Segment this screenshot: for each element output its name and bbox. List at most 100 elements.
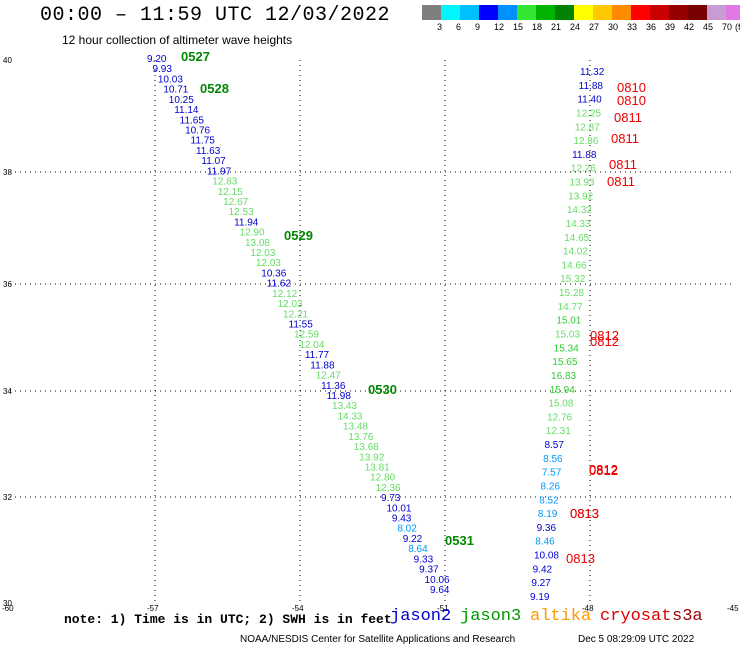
- swh-value: 13.76: [348, 432, 373, 443]
- footer-note: note: 1) Time is in UTC; 2) SWH is in fe…: [64, 612, 392, 627]
- pass-time-label: 0813: [566, 551, 595, 566]
- swh-value: 12.03: [278, 299, 303, 310]
- color-scale-label: 33: [627, 22, 638, 32]
- color-scale-label: 21: [551, 22, 562, 32]
- color-swatch: [460, 5, 479, 20]
- color-scale-label: 6: [456, 22, 462, 32]
- color-scale-label: 70: [722, 22, 733, 32]
- swh-value: 11.88: [579, 81, 604, 92]
- color-swatch: [707, 5, 726, 20]
- swh-value: 10.01: [386, 503, 411, 514]
- pass-time-label: 0812: [590, 334, 619, 349]
- swh-value: 9.64: [430, 585, 450, 596]
- swh-value: 10.03: [158, 74, 183, 85]
- generation-timestamp: Dec 5 08:29:09 UTC 2022: [578, 634, 695, 645]
- pass-time-label: 0529: [284, 228, 313, 243]
- swh-value: 11.88: [572, 150, 597, 161]
- swh-value: 8.26: [541, 481, 561, 492]
- swh-value: 13.93: [569, 178, 594, 189]
- color-scale-label: 12: [494, 22, 505, 32]
- swh-value: 11.07: [201, 156, 226, 167]
- pass-time-label: 0812: [589, 463, 618, 478]
- legend-entry: s3a: [672, 607, 703, 626]
- color-swatch: [726, 5, 740, 20]
- color-swatch: [688, 5, 707, 20]
- satellite-track-east: 11.32 11.88 11.40 12.25 12.87 12.86 11.88 12.26…: [530, 67, 646, 603]
- swh-value: 15.08: [548, 399, 573, 410]
- swh-value: 11.40: [577, 95, 602, 106]
- swh-value: 12.80: [370, 473, 395, 484]
- swh-value: 9.42: [533, 564, 553, 575]
- swh-value: 12.76: [547, 412, 572, 423]
- swh-value: 12.03: [256, 258, 281, 269]
- color-swatch: [555, 5, 574, 20]
- swh-value: 8.19: [538, 509, 558, 520]
- legend-entry: altika: [530, 607, 592, 626]
- swh-value: 13.92: [359, 452, 384, 463]
- color-scale-label: 18: [532, 22, 543, 32]
- color-swatch: [669, 5, 688, 20]
- color-scale-label: (ft): [735, 22, 740, 32]
- swh-value: 14.02: [563, 247, 588, 258]
- swh-value: 10.76: [185, 125, 210, 136]
- swh-value: 10.71: [163, 85, 188, 96]
- y-tick-label: 40: [3, 56, 12, 65]
- swh-value: 12.26: [571, 164, 596, 175]
- x-tick-label: -60: [2, 604, 14, 613]
- swh-value: 12.83: [212, 177, 237, 188]
- swh-value: 10.25: [169, 95, 194, 106]
- pass-time-label: 0813: [570, 506, 599, 521]
- swh-value: 13.68: [354, 442, 379, 453]
- swh-value: 12.90: [240, 228, 265, 239]
- swh-value: 14.66: [562, 260, 587, 271]
- swh-value: 9.73: [381, 493, 401, 504]
- credit-text: NOAA/NESDIS Center for Satellite Applica…: [240, 634, 516, 645]
- swh-value: 12.03: [250, 248, 275, 259]
- color-scale-label: 39: [665, 22, 676, 32]
- y-tick-label: 38: [3, 168, 12, 177]
- color-swatch: [593, 5, 612, 20]
- swh-value: 9.33: [414, 554, 434, 565]
- swh-value: 11.14: [174, 105, 199, 116]
- x-tick-label: -51: [437, 604, 449, 613]
- pass-time-label: 0811: [609, 157, 637, 172]
- swh-value: 11.65: [180, 115, 205, 126]
- y-tick-label: 32: [3, 493, 12, 502]
- pass-time-label: 0810: [617, 80, 646, 95]
- pass-time-label: 0813: [570, 506, 599, 521]
- legend-entry: cryosat: [600, 607, 672, 626]
- swh-value: 8.57: [544, 440, 564, 451]
- swh-value: 8.02: [397, 524, 417, 535]
- swh-value: 10.08: [534, 551, 559, 562]
- color-scale-label: 15: [513, 22, 524, 32]
- swh-value: 13.92: [568, 191, 593, 202]
- legend-entry: jason2: [390, 607, 452, 626]
- swh-value: 9.20: [147, 54, 167, 65]
- swh-value: 9.19: [530, 592, 550, 603]
- swh-value: 14.65: [564, 233, 589, 244]
- swh-value: 16.83: [551, 371, 576, 382]
- color-scale-label: 24: [570, 22, 581, 32]
- x-tick-label: -54: [292, 604, 304, 613]
- x-tick-label: -48: [582, 604, 594, 613]
- swh-value: 14.33: [337, 411, 362, 422]
- color-scale-label: 30: [608, 22, 619, 32]
- pass-time-label: 0527: [181, 49, 210, 64]
- page-subtitle: 12 hour collection of altimeter wave hei…: [62, 33, 293, 47]
- swh-value: 12.31: [546, 426, 571, 437]
- color-swatch: [479, 5, 498, 20]
- x-tick-label: -57: [147, 604, 159, 613]
- x-tick-label: -45: [727, 604, 739, 613]
- swh-value: 13.08: [245, 238, 270, 249]
- swh-value: 15.65: [552, 357, 577, 368]
- swh-value: 9.22: [403, 534, 423, 545]
- pass-time-label: 0810: [617, 93, 646, 108]
- swh-value: 9.93: [152, 64, 172, 75]
- swh-value: 11.75: [191, 136, 216, 147]
- swh-value: 11.97: [207, 166, 232, 177]
- swh-value: 11.94: [234, 217, 259, 228]
- y-tick-label: 34: [3, 387, 12, 396]
- swh-value: 12.04: [299, 340, 324, 351]
- swh-value: 11.63: [196, 146, 221, 157]
